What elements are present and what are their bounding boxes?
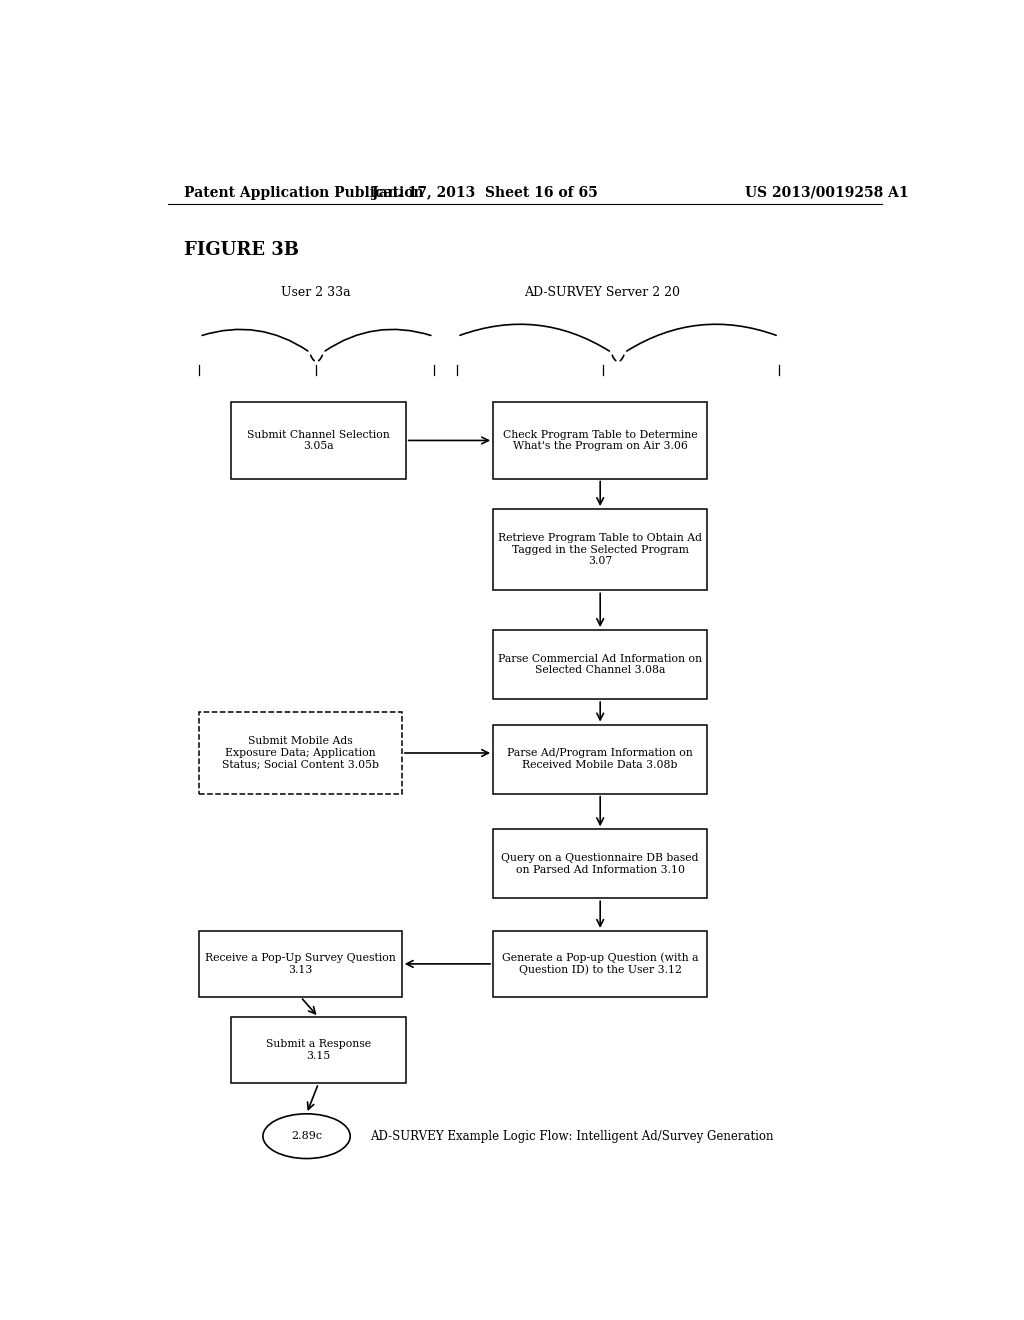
FancyBboxPatch shape [200,931,401,997]
FancyBboxPatch shape [200,713,401,793]
Text: Check Program Table to Determine
What's the Program on Air 3.06: Check Program Table to Determine What's … [503,429,697,451]
FancyBboxPatch shape [231,403,406,479]
FancyBboxPatch shape [494,510,708,590]
Text: US 2013/0019258 A1: US 2013/0019258 A1 [744,186,908,199]
Text: Jan. 17, 2013  Sheet 16 of 65: Jan. 17, 2013 Sheet 16 of 65 [373,186,598,199]
Text: Receive a Pop-Up Survey Question
3.13: Receive a Pop-Up Survey Question 3.13 [205,953,396,974]
FancyBboxPatch shape [494,403,708,479]
FancyBboxPatch shape [494,829,708,899]
Text: Submit a Response
3.15: Submit a Response 3.15 [266,1039,371,1061]
FancyBboxPatch shape [231,1018,406,1084]
Text: AD-SURVEY Example Logic Flow: Intelligent Ad/Survey Generation: AD-SURVEY Example Logic Flow: Intelligen… [370,1130,773,1143]
Text: Query on a Questionnaire DB based
on Parsed Ad Information 3.10: Query on a Questionnaire DB based on Par… [502,853,699,875]
Text: Parse Ad/Program Information on
Received Mobile Data 3.08b: Parse Ad/Program Information on Received… [507,748,693,770]
FancyBboxPatch shape [494,931,708,997]
Text: FIGURE 3B: FIGURE 3B [183,240,299,259]
Ellipse shape [263,1114,350,1159]
Text: AD-SURVEY Server 2 20: AD-SURVEY Server 2 20 [524,286,681,300]
Text: Submit Mobile Ads
Exposure Data; Application
Status; Social Content 3.05b: Submit Mobile Ads Exposure Data; Applica… [222,737,379,770]
FancyBboxPatch shape [494,725,708,793]
Text: User 2 33a: User 2 33a [282,286,351,300]
Text: Generate a Pop-up Question (with a
Question ID) to the User 3.12: Generate a Pop-up Question (with a Quest… [502,953,698,975]
Text: Submit Channel Selection
3.05a: Submit Channel Selection 3.05a [247,429,390,451]
FancyBboxPatch shape [494,630,708,700]
Text: Retrieve Program Table to Obtain Ad
Tagged in the Selected Program
3.07: Retrieve Program Table to Obtain Ad Tagg… [499,533,702,566]
Text: Parse Commercial Ad Information on
Selected Channel 3.08a: Parse Commercial Ad Information on Selec… [499,653,702,676]
Text: Patent Application Publication: Patent Application Publication [183,186,423,199]
Text: 2.89c: 2.89c [291,1131,323,1142]
